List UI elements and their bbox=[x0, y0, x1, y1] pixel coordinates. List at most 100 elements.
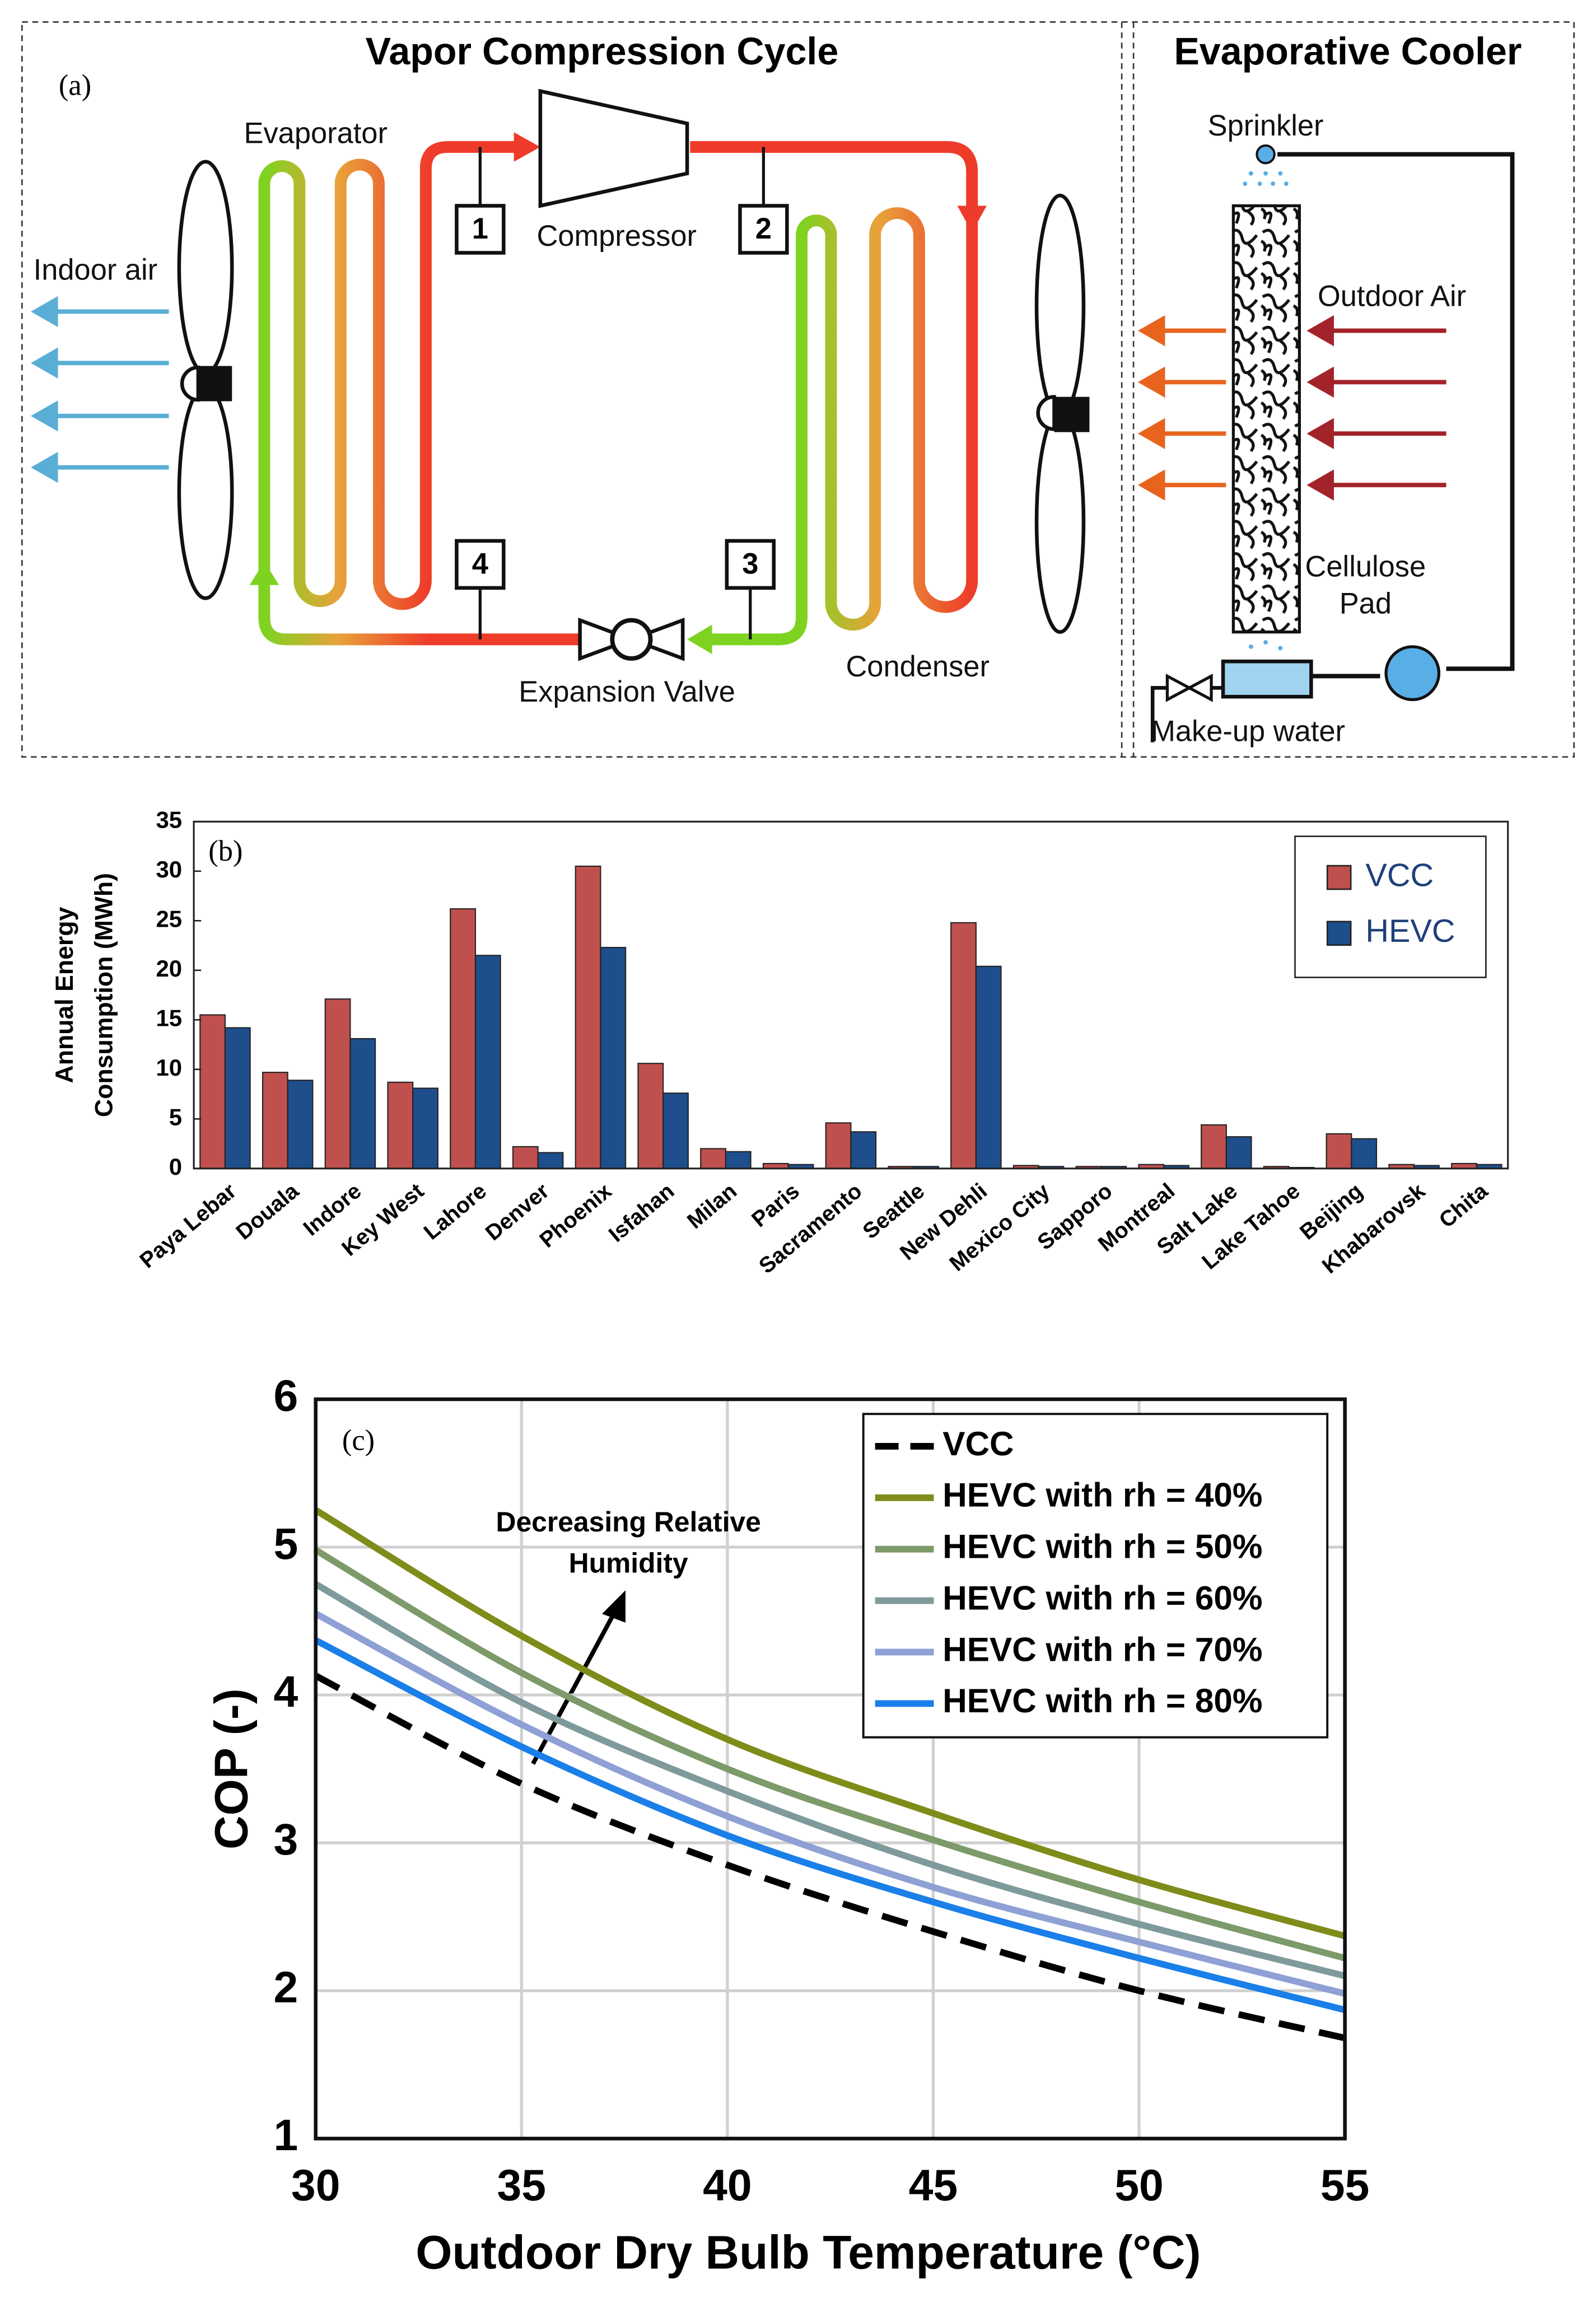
legend-swatch bbox=[1326, 865, 1352, 890]
spray bbox=[1243, 171, 1289, 651]
water-pipe bbox=[1277, 152, 1515, 671]
panel-label: (a) bbox=[59, 69, 91, 102]
state-label: 4 bbox=[472, 548, 488, 580]
bar bbox=[1326, 1133, 1352, 1169]
line-series bbox=[314, 1673, 1346, 2042]
legend-swatch bbox=[1326, 921, 1352, 946]
y-tick-label: 1 bbox=[274, 2110, 298, 2160]
x-tick-label: 40 bbox=[703, 2160, 752, 2210]
annotation-arrowhead bbox=[601, 1590, 626, 1623]
y-tick-label: 4 bbox=[274, 1667, 298, 1716]
compressor bbox=[538, 88, 689, 208]
pump bbox=[1384, 645, 1441, 702]
bar bbox=[700, 1148, 726, 1169]
line-series bbox=[314, 1581, 1346, 1979]
y-axis-label: COP (-) bbox=[205, 1688, 258, 1849]
bar bbox=[600, 947, 627, 1169]
y-axis-label: Consumption (MWh) bbox=[91, 873, 118, 1117]
plot-frame bbox=[193, 820, 1509, 1170]
valve bbox=[578, 617, 637, 661]
x-tick-label: Milan bbox=[683, 1179, 741, 1234]
y-tick-label: 2 bbox=[274, 1963, 298, 2012]
state-label: 3 bbox=[742, 548, 758, 580]
state-box bbox=[738, 204, 789, 255]
y-tick-label: 15 bbox=[156, 1005, 182, 1031]
annotation: Humidity bbox=[569, 1548, 688, 1579]
legend-box bbox=[862, 1413, 1329, 1739]
bar bbox=[637, 1063, 664, 1169]
x-tick-label: Chita bbox=[1434, 1178, 1492, 1233]
air-arrows bbox=[30, 296, 169, 483]
legend-label: HEVC with rh = 80% bbox=[942, 1682, 1262, 1720]
section-title: Evaporative Cooler bbox=[1174, 30, 1522, 73]
diagram-panel: (a) Vapor Compression Cycle Evaporative … bbox=[21, 21, 1575, 758]
bar bbox=[1225, 1136, 1252, 1169]
bar bbox=[262, 1072, 288, 1169]
label: Condenser bbox=[846, 651, 989, 683]
air-arrows bbox=[1137, 315, 1226, 501]
bar bbox=[287, 1080, 314, 1169]
arrow bbox=[687, 624, 712, 655]
cellulose-pad bbox=[1231, 204, 1301, 634]
bar bbox=[975, 965, 1002, 1169]
label: Cellulose bbox=[1305, 551, 1426, 583]
sprinkler bbox=[1256, 144, 1276, 165]
bar bbox=[199, 1014, 226, 1169]
panel-label: (c) bbox=[342, 1424, 375, 1457]
section-title: Vapor Compression Cycle bbox=[366, 30, 839, 73]
label: Sprinkler bbox=[1208, 110, 1324, 142]
label: Evaporator bbox=[244, 117, 387, 150]
bar bbox=[1351, 1138, 1378, 1169]
fan bbox=[177, 160, 1086, 634]
x-tick-label: 35 bbox=[497, 2160, 546, 2210]
legend-label: HEVC with rh = 70% bbox=[942, 1630, 1262, 1668]
y-tick-label: 25 bbox=[156, 905, 182, 932]
valve bbox=[610, 618, 653, 661]
bar bbox=[324, 998, 351, 1169]
state-box bbox=[725, 539, 776, 590]
y-tick-label: 5 bbox=[274, 1519, 298, 1568]
bar bbox=[349, 1038, 376, 1169]
label: Expansion Valve bbox=[519, 676, 735, 708]
line-series bbox=[314, 1637, 1346, 2014]
bar bbox=[474, 955, 501, 1169]
x-tick-label: Lahore bbox=[419, 1179, 491, 1245]
condenser-coil bbox=[702, 207, 978, 646]
plot-frame bbox=[314, 1397, 1347, 2141]
legend-box bbox=[1294, 835, 1487, 978]
bar bbox=[950, 922, 977, 1169]
fan-hub bbox=[1054, 396, 1090, 432]
bar bbox=[387, 1081, 414, 1169]
legend-label: VCC bbox=[942, 1424, 1014, 1463]
y-tick-label: 0 bbox=[169, 1153, 182, 1180]
y-axis-label: Annual Energy bbox=[51, 907, 78, 1083]
bar bbox=[512, 1146, 539, 1169]
evaporator-coil bbox=[258, 141, 580, 646]
tank bbox=[1221, 659, 1313, 699]
x-tick-label: 55 bbox=[1320, 2160, 1369, 2210]
state-label: 2 bbox=[755, 213, 772, 245]
valve bbox=[1165, 674, 1193, 702]
arrow bbox=[514, 132, 540, 162]
air-arrows bbox=[1306, 315, 1446, 501]
arrow bbox=[957, 205, 987, 232]
legend-label: HEVC with rh = 50% bbox=[942, 1528, 1262, 1566]
x-tick-label: Paya Lebar bbox=[135, 1179, 241, 1273]
fan-hub bbox=[197, 366, 232, 401]
bar bbox=[575, 865, 601, 1169]
y-tick-label: 5 bbox=[169, 1104, 182, 1130]
state-label: 1 bbox=[472, 213, 488, 245]
x-tick-label: 30 bbox=[291, 2160, 340, 2210]
x-tick-label: 50 bbox=[1114, 2160, 1163, 2210]
legend-label: HEVC with rh = 60% bbox=[942, 1578, 1262, 1617]
bar bbox=[825, 1122, 852, 1169]
label: Pad bbox=[1340, 587, 1392, 620]
y-tick-label: 10 bbox=[156, 1054, 182, 1081]
legend-label: HEVC with rh = 40% bbox=[942, 1476, 1262, 1514]
valve bbox=[626, 617, 685, 661]
bar bbox=[412, 1087, 438, 1169]
y-tick-label: 20 bbox=[156, 955, 182, 982]
y-tick-label: 3 bbox=[274, 1815, 298, 1864]
line-series bbox=[314, 1507, 1346, 1940]
y-tick-label: 6 bbox=[274, 1371, 298, 1421]
